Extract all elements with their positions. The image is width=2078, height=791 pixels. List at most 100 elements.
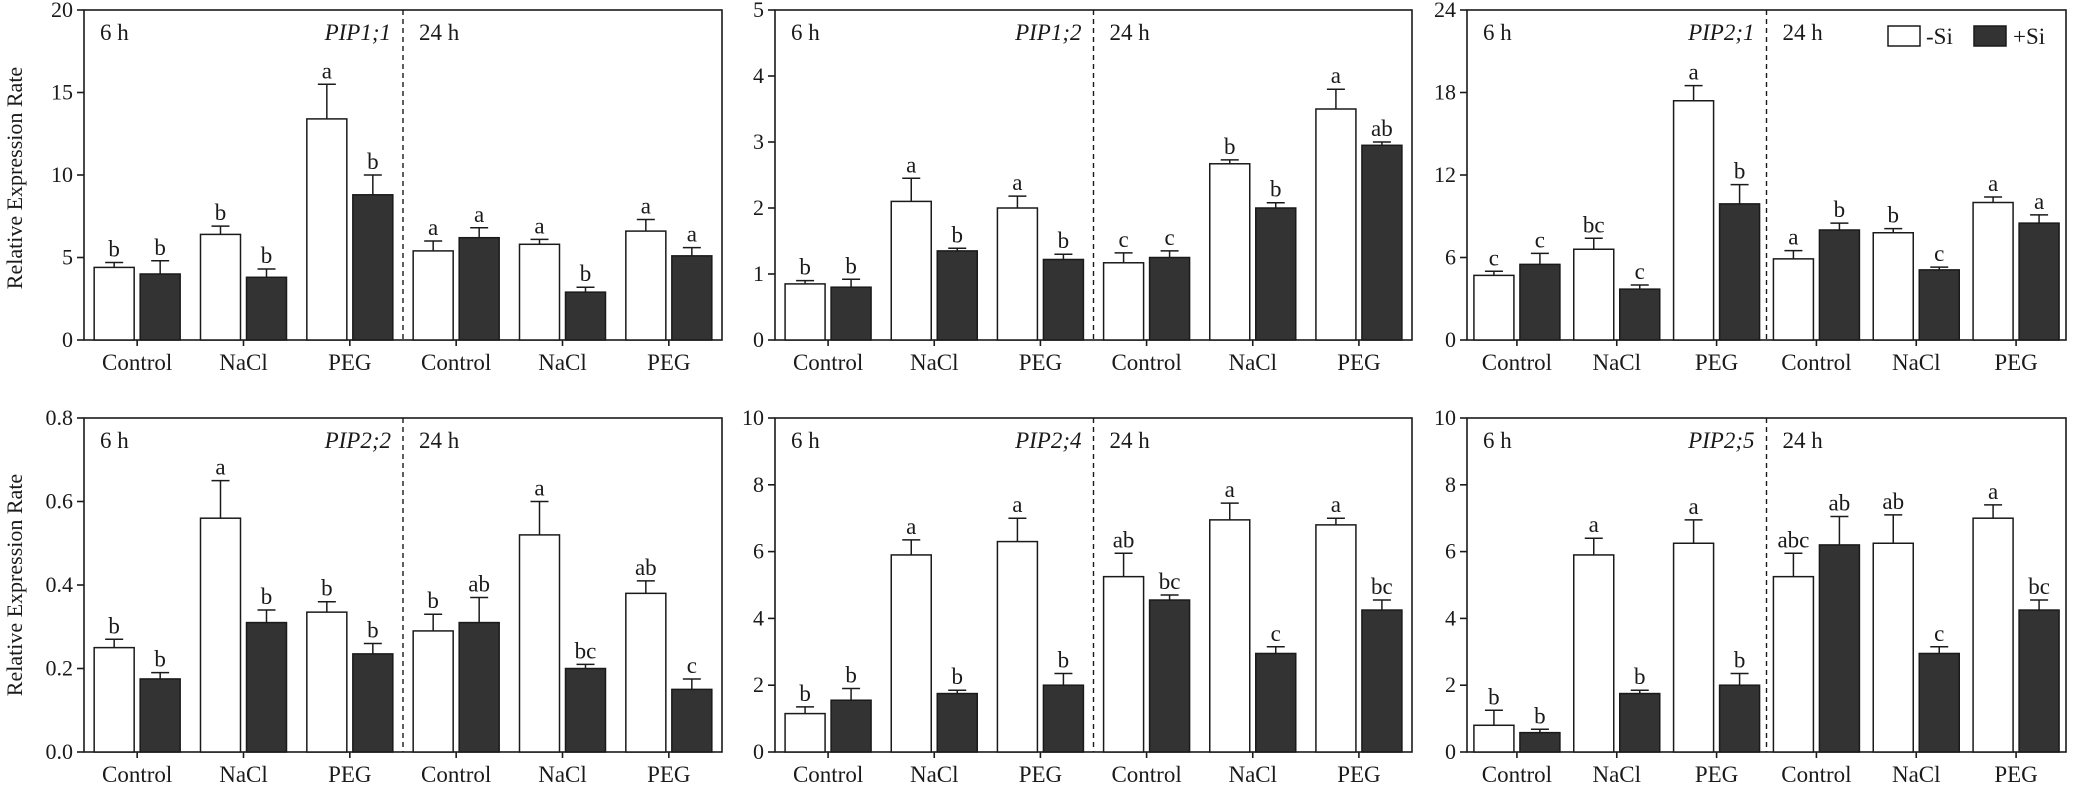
significance-letter: b <box>321 576 333 601</box>
x-category-label: NaCl <box>910 762 959 787</box>
x-category-label: NaCl <box>910 350 959 375</box>
y-axis-label-top: Relative Expression Rate <box>2 67 27 289</box>
y-tick-label: 10 <box>51 162 73 187</box>
bar-minus-si <box>996 540 1039 753</box>
bar-plus-si <box>139 273 181 341</box>
bar-minus-si <box>1872 542 1914 753</box>
y-tick-label: 0.8 <box>46 405 74 430</box>
significance-letter: bc <box>1159 569 1181 594</box>
significance-letter: a <box>1788 225 1798 250</box>
significance-letter: b <box>1634 664 1646 689</box>
gene-label: PIP1;2 <box>1014 20 1081 45</box>
gene-label: PIP2;2 <box>324 428 391 453</box>
significance-letter: a <box>1225 477 1235 502</box>
bar-minus-si <box>306 611 348 753</box>
significance-letter: b <box>580 261 592 286</box>
bar-plus-si <box>1619 692 1661 753</box>
y-tick-label: 15 <box>51 80 73 105</box>
x-category-label: NaCl <box>1892 350 1941 375</box>
significance-letter: a <box>1331 492 1341 517</box>
significance-letter: c <box>1635 259 1645 284</box>
bar-plus-si <box>936 250 978 341</box>
bar-minus-si <box>1772 258 1815 341</box>
bar-plus-si <box>1718 684 1761 753</box>
chart-1: 0 5 10 15 20 PIP1;1 6 h Control b b NaCl b b PEG a b 24 … <box>51 0 723 375</box>
x-category-label: PEG <box>1019 762 1062 787</box>
bar-minus-si <box>1972 517 2014 753</box>
bar-minus-si <box>784 712 826 753</box>
bar-minus-si <box>1573 248 1615 341</box>
bar-minus-si <box>1209 519 1251 753</box>
x-category-label: NaCl <box>538 350 587 375</box>
x-category-label: Control <box>102 762 172 787</box>
y-tick-label: 0 <box>753 739 764 764</box>
significance-letter: b <box>1734 648 1746 673</box>
significance-letter: b <box>108 613 120 638</box>
bar-plus-si <box>352 194 394 341</box>
y-tick-label: 4 <box>753 63 764 88</box>
legend-swatch-plus-si <box>1973 25 2007 47</box>
bar-plus-si <box>1818 544 1861 753</box>
significance-letter: bc <box>2028 574 2050 599</box>
x-category-label: NaCl <box>538 762 587 787</box>
y-tick-label: 4 <box>1445 605 1456 630</box>
significance-letter: abc <box>1777 527 1809 552</box>
x-category-label: Control <box>1781 350 1851 375</box>
y-tick-label: 8 <box>753 472 764 497</box>
y-tick-label: 6 <box>1445 245 1456 270</box>
y-tick-label: 20 <box>51 0 73 22</box>
y-tick-label: 6 <box>753 539 764 564</box>
bar-minus-si <box>1772 575 1815 753</box>
x-category-label: PEG <box>647 762 690 787</box>
x-category-label: Control <box>1111 350 1181 375</box>
bar-plus-si <box>245 276 288 341</box>
significance-letter: b <box>108 236 120 261</box>
y-tick-label: 0 <box>62 327 73 352</box>
bar-minus-si <box>1573 554 1615 753</box>
y-tick-label: 10 <box>742 405 764 430</box>
bar-plus-si <box>1255 652 1297 753</box>
bar-plus-si <box>1619 288 1661 341</box>
bar-plus-si <box>1042 684 1085 753</box>
bar-minus-si <box>1209 163 1251 341</box>
significance-letter: b <box>1534 703 1546 728</box>
significance-letter: ab <box>1371 116 1393 141</box>
significance-letter: c <box>1934 241 1944 266</box>
y-tick-label: 0 <box>1445 327 1456 352</box>
bar-plus-si <box>564 667 607 753</box>
significance-letter: c <box>687 653 697 678</box>
x-category-label: NaCl <box>1592 762 1641 787</box>
significance-letter: b <box>952 222 964 247</box>
y-tick-label: 2 <box>1445 672 1456 697</box>
bar-plus-si <box>1818 229 1861 341</box>
bar-minus-si <box>625 592 667 753</box>
significance-letter: b <box>1224 134 1236 159</box>
y-tick-label: 18 <box>1434 80 1456 105</box>
significance-letter: a <box>1988 479 1998 504</box>
legend-swatch-minus-si <box>1887 25 1921 47</box>
bar-minus-si <box>890 554 932 753</box>
x-category-label: PEG <box>1994 350 2037 375</box>
significance-letter: bc <box>575 638 597 663</box>
time-label: 6 h <box>100 428 129 453</box>
time-label: 24 h <box>1783 20 1824 45</box>
bar-plus-si <box>830 699 872 753</box>
significance-letter: ab <box>1829 491 1851 516</box>
significance-letter: a <box>322 58 332 83</box>
significance-letter: a <box>687 222 697 247</box>
significance-letter: a <box>1688 60 1698 85</box>
significance-letter: a <box>474 202 484 227</box>
x-category-label: Control <box>102 350 172 375</box>
bar-minus-si <box>890 200 932 341</box>
bar-minus-si <box>518 534 561 753</box>
bar-minus-si <box>1102 262 1145 341</box>
significance-letter: ab <box>468 572 490 597</box>
bar-minus-si <box>199 517 242 753</box>
time-label: 24 h <box>1783 428 1824 453</box>
bar-minus-si <box>1473 274 1515 341</box>
y-tick-label: 2 <box>753 195 764 220</box>
y-tick-label: 12 <box>1434 162 1456 187</box>
bar-plus-si <box>245 621 288 753</box>
significance-letter: b <box>367 149 379 174</box>
